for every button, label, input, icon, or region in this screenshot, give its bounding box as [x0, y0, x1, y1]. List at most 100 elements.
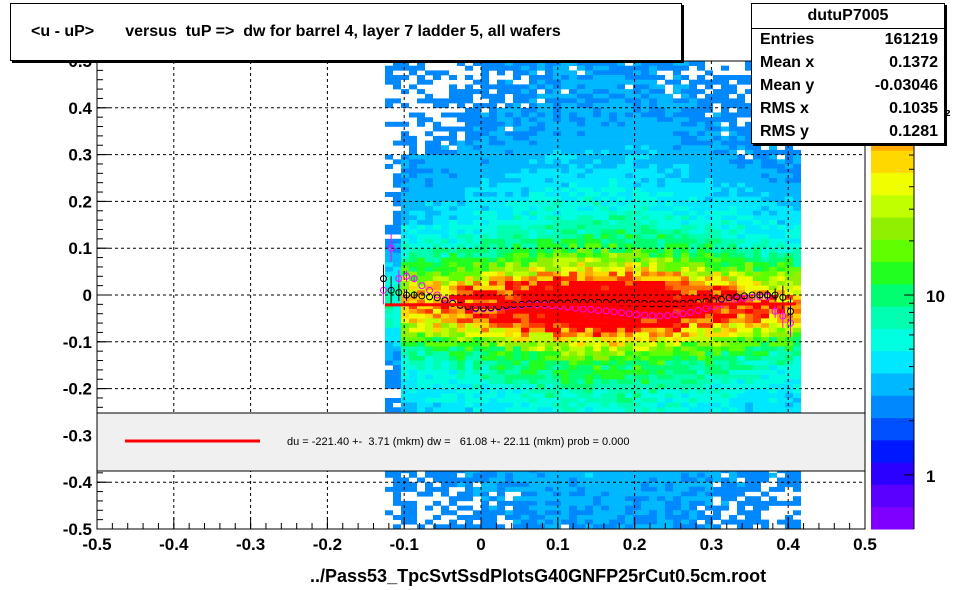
heatmap-cell [601, 323, 609, 329]
heatmap-cell [737, 482, 745, 488]
heatmap-cell [761, 192, 769, 197]
heatmap-cell [553, 486, 561, 492]
heatmap-cell [689, 519, 697, 525]
heatmap-cell [641, 323, 649, 329]
heatmap-cell [633, 93, 641, 99]
heatmap-cell [617, 309, 625, 314]
heatmap-cell [689, 182, 697, 188]
heatmap-cell [433, 388, 441, 394]
heatmap-cell [753, 248, 761, 254]
heatmap-cell [625, 341, 633, 347]
heatmap-cell [577, 290, 585, 296]
heatmap-cell [793, 285, 801, 291]
heatmap-cell [569, 486, 577, 492]
heatmap-cell [593, 266, 601, 272]
heatmap-cell [433, 266, 441, 272]
heatmap-cell [697, 379, 705, 385]
heatmap-cell [713, 234, 721, 240]
heatmap-cell [681, 206, 689, 212]
heatmap-cell [673, 388, 681, 394]
heatmap-cell [737, 248, 745, 254]
heatmap-cell [777, 351, 785, 357]
heatmap-cell [721, 313, 729, 319]
heatmap-cell [433, 332, 441, 338]
heatmap-cell [409, 383, 417, 389]
heatmap-cell [745, 332, 753, 338]
heatmap-cell [417, 341, 425, 347]
heatmap-cell [673, 164, 681, 169]
heatmap-cell [393, 500, 401, 506]
heatmap-cell [777, 379, 785, 385]
heatmap-cell [505, 482, 513, 488]
heatmap-cell [689, 84, 697, 90]
heatmap-cell [417, 337, 425, 343]
heatmap-cell [761, 168, 769, 174]
heatmap-cell [641, 107, 649, 113]
heatmap-cell [593, 65, 601, 71]
heatmap-cell [673, 393, 681, 399]
heatmap-cell [545, 309, 553, 314]
heatmap-cell [617, 135, 625, 141]
heatmap-cell [569, 374, 577, 380]
heatmap-cell [401, 257, 409, 263]
heatmap-cell [553, 402, 561, 408]
heatmap-cell [513, 276, 521, 282]
heatmap-cell [457, 313, 465, 319]
heatmap-cell [449, 309, 457, 314]
heatmap-cell [617, 388, 625, 394]
heatmap-cell [569, 248, 577, 254]
heatmap-cell [625, 164, 633, 169]
heatmap-cell [633, 500, 641, 506]
heatmap-cell [577, 135, 585, 141]
heatmap-cell [689, 332, 697, 338]
heatmap-cell [633, 290, 641, 296]
heatmap-cell [585, 131, 593, 137]
heatmap-cell [457, 332, 465, 338]
heatmap-cell [593, 519, 601, 525]
heatmap-cell [641, 281, 649, 286]
heatmap-cell [649, 182, 657, 188]
heatmap-cell [561, 472, 569, 478]
heatmap-cell [577, 79, 585, 85]
heatmap-cell [481, 187, 489, 193]
heatmap-cell [673, 159, 681, 165]
heatmap-cell [609, 187, 617, 193]
heatmap-cell [577, 84, 585, 90]
heatmap-cell [617, 369, 625, 375]
heatmap-cell [513, 173, 521, 179]
heatmap-cell [433, 276, 441, 282]
heatmap-cell [473, 145, 481, 151]
heatmap-cell [729, 168, 737, 174]
heatmap-cell [769, 355, 777, 361]
heatmap-cell [745, 482, 753, 488]
heatmap-cell [401, 243, 409, 249]
heatmap-cell [673, 103, 681, 109]
heatmap-cell [473, 164, 481, 169]
heatmap-cell [537, 178, 545, 183]
heatmap-cell [425, 519, 433, 525]
heatmap-cell [777, 365, 785, 371]
heatmap-cell [633, 220, 641, 226]
heatmap-cell [513, 103, 521, 109]
heatmap-cell [633, 248, 641, 254]
heatmap-cell [505, 248, 513, 254]
heatmap-cell [633, 154, 641, 160]
heatmap-cell [457, 285, 465, 291]
heatmap-cell [593, 192, 601, 197]
heatmap-cell [553, 224, 561, 230]
heatmap-cell [473, 248, 481, 254]
heatmap-cell [609, 515, 617, 520]
heatmap-cell [689, 491, 697, 497]
heatmap-cell [545, 472, 553, 478]
heatmap-cell [737, 500, 745, 506]
heatmap-cell [593, 75, 601, 80]
heatmap-cell [449, 178, 457, 183]
heatmap-cell [721, 206, 729, 212]
heatmap-cell [641, 510, 649, 516]
heatmap-cell [601, 299, 609, 305]
heatmap-cell [521, 304, 529, 310]
heatmap-cell [641, 369, 649, 375]
heatmap-cell [489, 192, 497, 197]
heatmap-cell [505, 323, 513, 329]
heatmap-cell [417, 374, 425, 380]
